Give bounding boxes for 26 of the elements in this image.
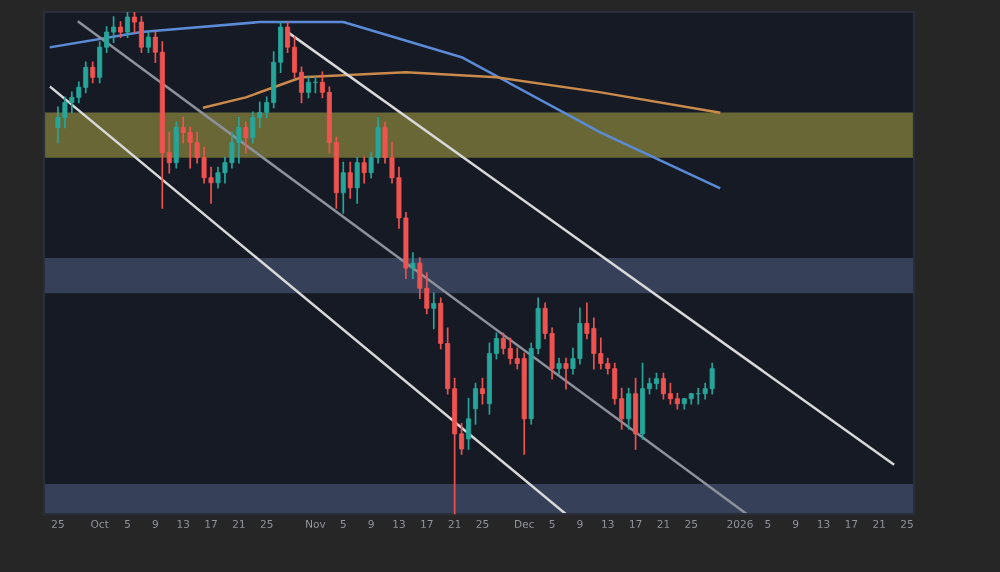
candlestick (361, 156, 367, 184)
candlestick (709, 362, 715, 395)
candlestick (626, 387, 632, 430)
candlestick (640, 362, 646, 440)
candlestick (507, 337, 513, 365)
candlestick (305, 76, 311, 99)
candlestick (633, 377, 639, 450)
candlestick (479, 377, 485, 405)
candlestick (660, 372, 666, 400)
candlestick (354, 156, 360, 204)
candlestick (431, 292, 437, 330)
candlestick (340, 161, 346, 214)
candlestick (90, 61, 96, 84)
candlestick (466, 397, 472, 450)
candlestick (563, 357, 569, 390)
candlestick (236, 116, 242, 164)
candlestick (145, 31, 151, 54)
candlestick (173, 121, 179, 169)
candlestick (138, 16, 144, 54)
candlestick (347, 161, 353, 199)
candlestick (667, 382, 673, 405)
candlestick (243, 121, 249, 154)
candlestick (111, 16, 117, 43)
candlestick (410, 252, 416, 280)
candlestick (473, 382, 479, 425)
candlestick (125, 12, 131, 38)
